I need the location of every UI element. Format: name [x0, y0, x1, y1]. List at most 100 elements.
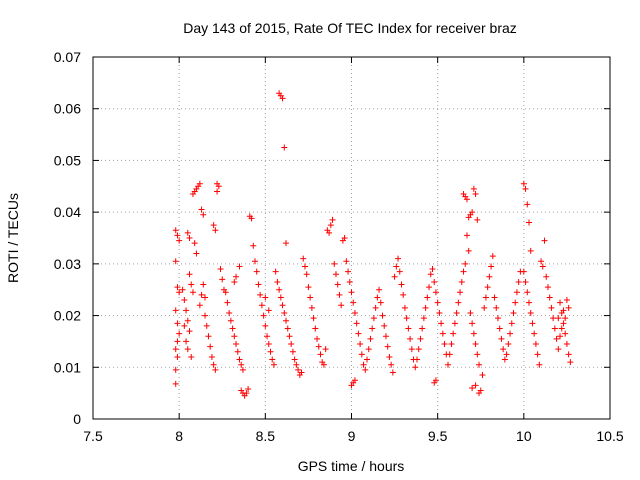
- data-point: [526, 299, 533, 306]
- data-point: [172, 258, 179, 265]
- data-point: [274, 278, 281, 285]
- y-axis-label: ROTI / TECUs: [5, 193, 21, 283]
- data-point: [491, 294, 498, 301]
- data-point: [445, 361, 452, 368]
- data-point: [544, 284, 551, 291]
- data-point: [188, 353, 195, 360]
- data-point: [527, 309, 534, 316]
- data-points: [172, 90, 574, 399]
- data-point: [522, 278, 529, 285]
- data-point: [248, 215, 255, 222]
- data-point: [288, 341, 295, 348]
- data-point: [505, 341, 512, 348]
- data-point: [386, 353, 393, 360]
- data-point: [191, 240, 198, 247]
- data-point: [234, 348, 241, 355]
- data-point: [214, 188, 221, 195]
- data-point: [450, 330, 457, 337]
- data-point: [496, 325, 503, 332]
- data-point: [541, 237, 548, 244]
- data-point: [196, 302, 203, 309]
- data-point: [264, 333, 271, 340]
- data-point: [351, 309, 358, 316]
- data-point: [567, 359, 574, 366]
- data-point: [210, 222, 217, 229]
- data-point: [203, 322, 210, 329]
- y-tick-label: 0.07: [54, 49, 81, 65]
- data-point: [281, 144, 288, 151]
- data-point: [510, 309, 517, 316]
- data-point: [283, 240, 290, 247]
- data-point: [251, 258, 258, 265]
- y-tick-label: 0.01: [54, 359, 81, 375]
- data-point: [472, 382, 479, 389]
- data-point: [350, 299, 357, 306]
- data-point: [470, 185, 477, 192]
- y-axis-ticks: 0 0.01 0.02 0.03 0.04 0.05 0.06 0.07: [54, 49, 610, 427]
- data-point: [233, 273, 240, 280]
- data-point: [429, 266, 436, 273]
- x-tick-label: 10: [516, 428, 532, 444]
- data-point: [219, 276, 226, 283]
- data-point: [467, 309, 474, 316]
- data-point: [439, 330, 446, 337]
- data-point: [298, 369, 305, 376]
- data-point: [189, 191, 196, 198]
- data-point: [365, 346, 372, 353]
- data-point: [222, 289, 229, 296]
- data-point: [463, 232, 470, 239]
- data-point: [481, 304, 488, 311]
- x-axis-label: GPS time / hours: [298, 458, 405, 474]
- data-point: [212, 227, 219, 234]
- data-point: [460, 268, 467, 275]
- data-point: [474, 351, 481, 358]
- data-point: [546, 294, 553, 301]
- y-tick-label: 0.04: [54, 204, 81, 220]
- data-point: [269, 356, 276, 363]
- data-point: [431, 278, 438, 285]
- data-point: [312, 325, 319, 332]
- data-point: [560, 307, 567, 314]
- data-point: [376, 286, 383, 293]
- chart-title: Day 143 of 2015, Rate Of TEC Index for r…: [183, 20, 517, 36]
- data-point: [507, 330, 514, 337]
- data-point: [384, 343, 391, 350]
- data-point: [184, 317, 191, 324]
- data-point: [500, 346, 507, 353]
- data-point: [555, 346, 562, 353]
- data-point: [215, 183, 222, 190]
- data-point: [179, 286, 186, 293]
- data-point: [217, 266, 224, 273]
- data-point: [536, 361, 543, 368]
- data-point: [239, 366, 246, 373]
- data-point: [503, 351, 510, 358]
- data-point: [362, 366, 369, 373]
- data-point: [250, 242, 257, 249]
- data-point: [186, 235, 193, 241]
- data-point: [265, 307, 272, 314]
- data-point: [189, 289, 196, 296]
- data-point: [233, 341, 240, 348]
- data-point: [265, 341, 272, 348]
- data-point: [396, 268, 403, 275]
- data-point: [257, 291, 264, 298]
- data-point: [432, 289, 439, 296]
- data-point: [245, 386, 252, 393]
- data-point: [205, 333, 212, 340]
- data-point: [401, 304, 408, 311]
- data-point: [527, 247, 534, 254]
- data-point: [489, 253, 496, 260]
- data-point: [438, 320, 445, 327]
- data-point: [346, 278, 353, 285]
- data-point: [357, 341, 364, 348]
- data-point: [563, 341, 570, 348]
- data-point: [413, 356, 420, 363]
- data-point: [393, 263, 400, 270]
- x-tick-label: 8.5: [256, 428, 276, 444]
- data-point: [512, 299, 519, 306]
- data-point: [451, 320, 458, 327]
- data-point: [174, 232, 181, 239]
- data-point: [174, 353, 181, 360]
- data-point: [453, 309, 460, 316]
